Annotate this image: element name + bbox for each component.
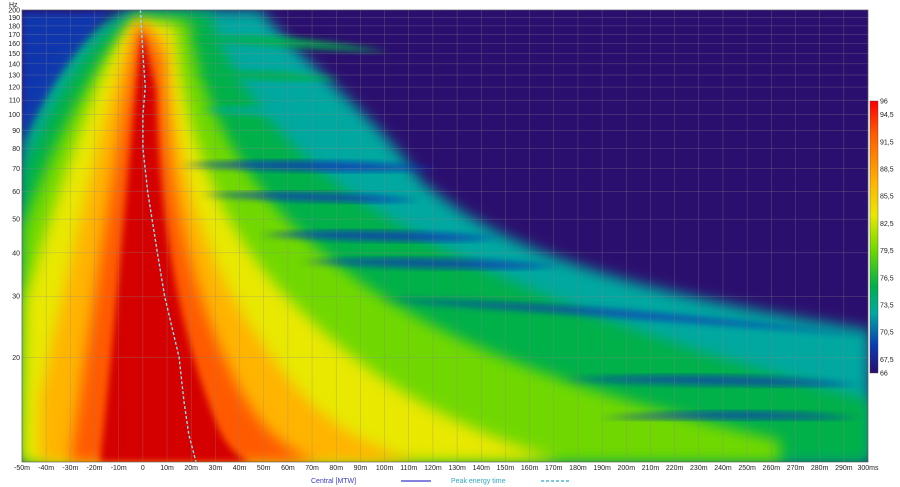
colorbar-tick-label: 66 [880, 371, 888, 378]
legend: Central [MTW] Peak energy time [311, 478, 571, 485]
y-tick-label: 80 [12, 146, 20, 153]
y-tick-label: 70 [12, 166, 20, 173]
colorbar-tick-label: 70,5 [880, 330, 894, 337]
x-tick-label: 160m [521, 465, 539, 472]
x-tick-label: 100m [376, 465, 394, 472]
y-tick-label: 120 [8, 85, 20, 92]
x-tick-label: 120m [424, 465, 442, 472]
x-tick-label: -40m [38, 465, 54, 472]
y-tick-label: 180 [8, 23, 20, 30]
x-tick-label: 200m [618, 465, 636, 472]
peak-energy-time-line [139, 9, 197, 463]
colorbar-ticks: 96 94,5 91,5 88,5 85,5 82,5 79,5 76,5 73,5 70,5 67… [880, 99, 894, 378]
colorbar-tick-label: 88,5 [880, 167, 894, 174]
y-tick-label: 110 [9, 98, 20, 105]
x-tick-label: 270m [787, 465, 805, 472]
x-tick-label: 290m [835, 465, 853, 472]
x-tick-label: 190m [593, 465, 611, 472]
x-tick-label: 230m [690, 465, 708, 472]
grid-lines [21, 9, 869, 462]
x-axis-ticks: -50m -40m -30m -20m -10m 0 10m 20m 30m 40m 50m 60m 7… [14, 465, 879, 472]
y-tick-label: 150 [8, 51, 20, 58]
y-tick-label: 130 [8, 72, 20, 79]
colorbar-tick-label: 94,5 [880, 112, 894, 119]
colorbar-tick-label: 79,5 [880, 248, 894, 255]
y-tick-label: 190 [8, 15, 20, 22]
x-tick-label: 210m [642, 465, 660, 472]
x-tick-label: 20m [184, 465, 198, 472]
y-tick-label: 140 [8, 61, 20, 68]
x-tick-label: 280m [811, 465, 829, 472]
x-tick-label: 30m [209, 465, 223, 472]
y-unit-label: Hz [9, 2, 18, 9]
x-tick-label: 140m [472, 465, 490, 472]
colorbar-tick-label: 85,5 [880, 194, 894, 201]
x-tick-label: 220m [666, 465, 684, 472]
x-tick-label: -20m [87, 465, 103, 472]
x-tick-label: 10m [160, 465, 174, 472]
x-tick-label: 40m [233, 465, 247, 472]
y-tick-label: 20 [12, 355, 20, 362]
x-tick-label: 110m [400, 465, 417, 472]
x-tick-label: 150m [497, 465, 515, 472]
x-tick-label: 50m [257, 465, 271, 472]
colorbar-tick-label: 82,5 [880, 221, 894, 228]
x-tick-label: 170m [545, 465, 563, 472]
y-tick-label: 160 [8, 41, 20, 48]
colorbar [869, 100, 879, 374]
colorbar-tick-label: 76,5 [880, 275, 894, 282]
colorbar-tick-label: 96 [880, 99, 888, 106]
x-tick-label: 0 [141, 465, 145, 472]
y-tick-label: 90 [12, 128, 20, 135]
x-tick-label: 90m [354, 465, 368, 472]
x-tick-label: 60m [281, 465, 295, 472]
x-tick-label: 240m [714, 465, 732, 472]
y-tick-label: 30 [12, 294, 20, 301]
x-tick-label: -10m [111, 465, 127, 472]
y-tick-label: 100 [8, 112, 20, 119]
y-tick-label: 50 [12, 217, 20, 224]
y-tick-label: 170 [8, 32, 20, 39]
legend-label-peak-energy: Peak energy time [451, 478, 506, 485]
x-tick-label: 300ms [857, 465, 879, 472]
x-tick-label: -30m [62, 465, 78, 472]
x-tick-label: 180m [569, 465, 587, 472]
y-tick-label: 60 [12, 189, 20, 196]
x-tick-label: 80m [329, 465, 343, 472]
x-tick-label: 260m [763, 465, 781, 472]
y-tick-label: 200 [8, 8, 20, 15]
colorbar-tick-label: 73,5 [880, 303, 894, 310]
colorbar-tick-label: 91,5 [880, 139, 894, 146]
x-tick-label: 70m [305, 465, 319, 472]
legend-label-central: Central [MTW] [311, 478, 356, 485]
colorbar-tick-label: 67,5 [880, 357, 894, 364]
x-tick-label: 250m [738, 465, 756, 472]
y-tick-label: 40 [12, 250, 20, 257]
plot-border [21, 9, 869, 463]
x-tick-label: 130m [448, 465, 466, 472]
x-tick-label: -50m [14, 465, 30, 472]
